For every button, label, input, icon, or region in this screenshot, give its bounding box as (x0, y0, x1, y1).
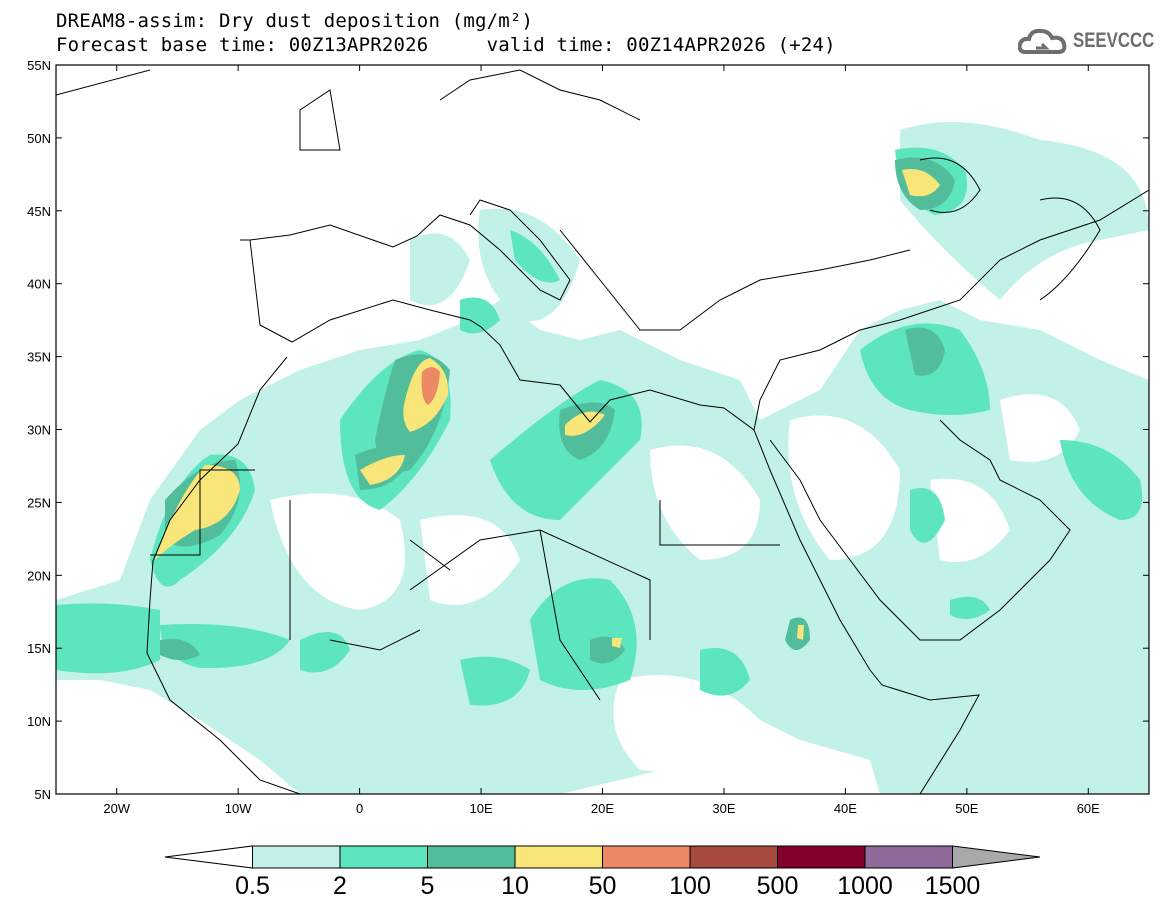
lon-label: 50E (955, 801, 978, 816)
lon-label: 0 (356, 801, 363, 816)
logo-text: SEEVCCC (1073, 29, 1155, 52)
lon-label: 10W (225, 801, 252, 816)
lon-label: 40E (834, 801, 857, 816)
legend-swatch (864, 845, 953, 869)
legend-label: 1500 (925, 872, 981, 900)
legend-label: 100 (669, 872, 711, 900)
cloud-icon (1018, 28, 1067, 54)
legend-swatch (602, 845, 691, 869)
legend-swatch (339, 845, 428, 869)
legend-label: 50 (589, 872, 617, 900)
lat-label: 55N (27, 58, 51, 73)
coastlines (56, 69, 1149, 794)
lat-label: 15N (27, 641, 51, 656)
legend-label: 2 (333, 872, 347, 900)
legend-swatch (689, 845, 778, 869)
lat-label: 35N (27, 350, 51, 365)
lat-label: 20N (27, 568, 51, 583)
seevccc-logo: SEEVCCC (1018, 26, 1165, 56)
lat-label: 30N (27, 423, 51, 438)
lat-label: 40N (27, 277, 51, 292)
legend-swatch-below (164, 845, 253, 869)
legend-swatch (514, 845, 603, 869)
axis-ticks: 55N 50N 45N 40N 35N 30N 25N 20N 15N 10N 5N 20W 10W 0 1… (27, 58, 1149, 816)
legend-label: 5 (421, 872, 435, 900)
lon-label: 60E (1077, 801, 1100, 816)
lon-label: 20E (591, 801, 614, 816)
lat-label: 5N (34, 787, 51, 802)
lon-label: 10E (469, 801, 492, 816)
legend-label: 500 (757, 872, 799, 900)
legend-swatch (777, 845, 866, 869)
colorbar-legend: 0.5 2 5 10 50 100 500 1000 1500 (164, 845, 1041, 900)
legend-label: 0.5 (235, 872, 270, 900)
dust-level-0.5 (56, 300, 1149, 794)
legend-label: 1000 (837, 872, 893, 900)
legend-label: 10 (501, 872, 529, 900)
lat-label: 25N (27, 495, 51, 510)
map-title: DREAM8-assim: Dry dust deposition (mg/m²… (56, 10, 534, 32)
lat-label: 45N (27, 204, 51, 219)
lat-label: 50N (27, 131, 51, 146)
lon-label: 20W (103, 801, 130, 816)
dust-level-50 (421, 367, 440, 405)
dust-field (56, 69, 1149, 794)
legend-swatch (427, 845, 516, 869)
legend-swatch-above (952, 845, 1041, 869)
forecast-times: Forecast base time: 00Z13APR2026 valid t… (56, 34, 836, 56)
no-dust-areas (270, 394, 1080, 772)
lat-label: 10N (27, 714, 51, 729)
legend-swatch (252, 845, 341, 869)
lon-label: 30E (712, 801, 735, 816)
